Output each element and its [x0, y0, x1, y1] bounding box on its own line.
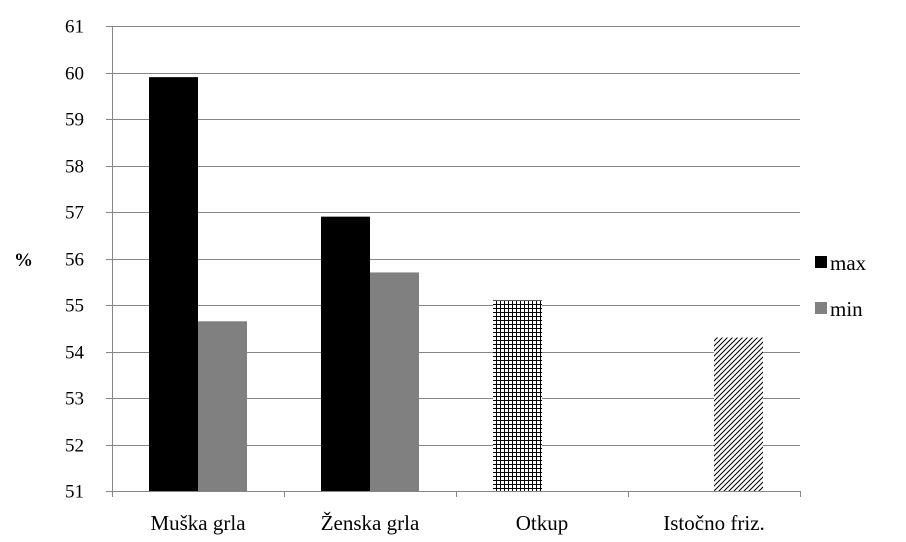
bar — [714, 337, 763, 491]
bar — [198, 321, 247, 491]
x-tick-label: Istočno friz. — [663, 511, 764, 535]
legend: max min — [815, 251, 867, 321]
axis-labels: 51 52 53 54 55 56 57 58 59 60 61 Muška grla Ženska g… — [65, 17, 765, 536]
legend-label: max — [830, 251, 867, 275]
legend-swatch — [815, 302, 827, 314]
x-tick-label: Ženska grla — [321, 511, 420, 535]
y-tick-label: 55 — [65, 296, 84, 317]
legend-label: min — [830, 297, 863, 321]
y-tick-label: 56 — [65, 250, 84, 271]
bars — [149, 77, 763, 492]
bar — [370, 272, 419, 491]
y-tick-label: 61 — [65, 17, 84, 38]
x-tick-label: Otkup — [516, 511, 569, 535]
y-tick-label: 60 — [65, 64, 84, 85]
x-tick-label: Muška grla — [150, 511, 246, 535]
y-tick-label: 58 — [65, 157, 84, 178]
y-tick-label: 53 — [65, 389, 84, 410]
y-tick-label: 52 — [65, 436, 84, 457]
axes — [106, 26, 801, 497]
y-axis-label: % — [14, 250, 33, 271]
bar — [321, 216, 370, 491]
bar — [493, 300, 542, 491]
y-tick-label: 59 — [65, 110, 84, 131]
legend-swatch — [815, 256, 827, 268]
y-tick-label: 57 — [65, 203, 84, 224]
y-tick-label: 51 — [65, 482, 84, 503]
y-tick-label: 54 — [65, 343, 85, 364]
bar — [149, 77, 198, 492]
